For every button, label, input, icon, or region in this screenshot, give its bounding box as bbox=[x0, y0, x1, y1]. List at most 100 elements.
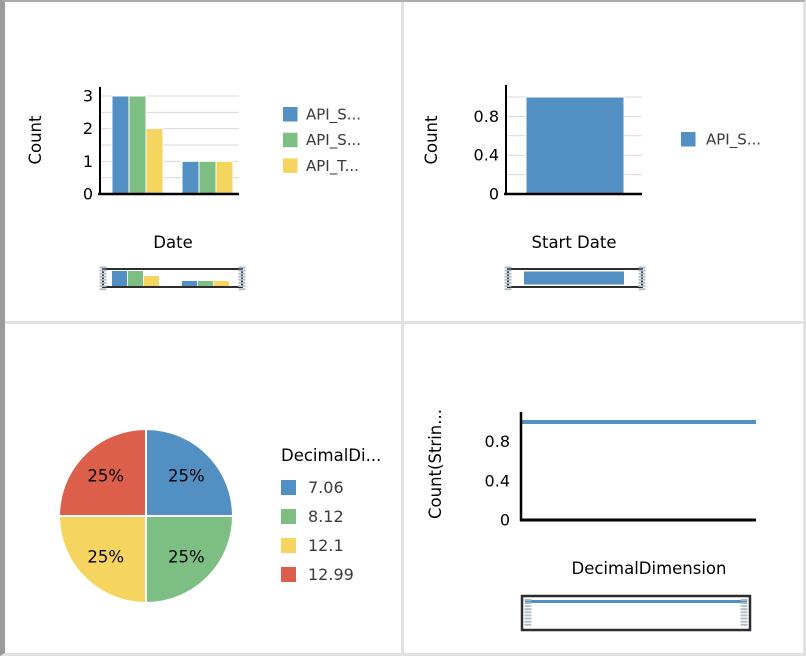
legend-swatch[interactable] bbox=[283, 107, 298, 122]
navigator-handle-right[interactable] bbox=[740, 608, 748, 611]
navigator-handle-left[interactable] bbox=[524, 602, 532, 604]
legend-swatch[interactable] bbox=[281, 509, 296, 524]
navigator-handle-left[interactable] bbox=[504, 285, 512, 287]
legend-swatch[interactable] bbox=[281, 480, 296, 495]
start-date-bar-chart: 0 0.4 0.8 Count Start Date API_S... bbox=[422, 85, 761, 291]
navigator-handle-left[interactable] bbox=[524, 617, 532, 620]
navigator-handle-left[interactable] bbox=[524, 620, 532, 623]
navigator-handle-right[interactable] bbox=[238, 288, 246, 291]
navigator-handle-left[interactable] bbox=[99, 275, 107, 278]
legend-title: DecimalDi... bbox=[281, 446, 381, 465]
legend-swatch[interactable] bbox=[281, 538, 296, 553]
legend-label[interactable]: API_S... bbox=[706, 131, 761, 150]
bar-mark[interactable] bbox=[181, 160, 200, 195]
navigator-handle-right[interactable] bbox=[740, 620, 748, 623]
bar-mark[interactable] bbox=[111, 95, 130, 195]
legend-label[interactable]: API_T... bbox=[306, 157, 359, 176]
navigator-handle-left[interactable] bbox=[504, 269, 512, 272]
navigator-handle-left[interactable] bbox=[524, 605, 532, 608]
navigator-handle-left[interactable] bbox=[99, 266, 107, 269]
bar-mark[interactable] bbox=[198, 160, 217, 195]
legend-label[interactable]: 8.12 bbox=[308, 507, 344, 526]
navigator-handle-right[interactable] bbox=[238, 282, 246, 284]
navigator-handle-right[interactable] bbox=[740, 614, 748, 617]
navigator-handle-right[interactable] bbox=[238, 285, 246, 287]
legend-swatch[interactable] bbox=[681, 132, 696, 147]
navigator-handle-right[interactable] bbox=[740, 599, 748, 601]
panel-decimal-pie-chart: 25% 25% 25% 25% DecimalDi... 7.06 8.12 12.1 12.9… bbox=[5, 324, 401, 653]
navigator-handle-left[interactable] bbox=[524, 623, 532, 626]
pie-slice[interactable] bbox=[145, 515, 235, 605]
navigator-mini-bar[interactable] bbox=[182, 281, 197, 286]
navigator-handle-right[interactable] bbox=[740, 605, 748, 608]
pie-slice-label: 25% bbox=[168, 467, 205, 486]
navigator-handle-left[interactable] bbox=[99, 272, 107, 275]
y-tick-label: 3 bbox=[83, 86, 93, 105]
pie-slice[interactable] bbox=[57, 427, 147, 517]
navigator-handle-left[interactable] bbox=[504, 266, 512, 269]
navigator-mini-bar[interactable] bbox=[214, 281, 229, 286]
navigator-mini-bar[interactable] bbox=[198, 281, 213, 286]
navigator-handle-right[interactable] bbox=[238, 266, 246, 269]
y-axis-title: Count bbox=[26, 115, 45, 165]
navigator-mini-bar[interactable] bbox=[144, 276, 159, 286]
bar-mark[interactable] bbox=[128, 95, 147, 195]
navigator-handle-left[interactable] bbox=[504, 275, 512, 278]
legend-label[interactable]: API_S... bbox=[306, 131, 361, 150]
navigator-handle-right[interactable] bbox=[638, 266, 646, 269]
navigator-handle-left[interactable] bbox=[99, 285, 107, 287]
pie-slice[interactable] bbox=[57, 515, 147, 605]
navigator-handle-right[interactable] bbox=[638, 285, 646, 287]
navigator-handle-left[interactable] bbox=[99, 288, 107, 291]
navigator-handle-right[interactable] bbox=[740, 611, 748, 614]
navigator-handle-right[interactable] bbox=[638, 275, 646, 278]
decimal-line-chart: 0 0.4 0.8 Count(Strin... DecimalDimension bbox=[426, 409, 756, 632]
y-tick-label: 0.4 bbox=[474, 146, 499, 165]
navigator-handle-right[interactable] bbox=[740, 602, 748, 604]
navigator-handle-right[interactable] bbox=[238, 269, 246, 272]
navigator-handle-left[interactable] bbox=[99, 282, 107, 284]
date-bar-chart: 0 1 2 3 Count Date API_S... API_S... API_T... bbox=[26, 86, 361, 291]
bar-mark[interactable] bbox=[145, 128, 164, 195]
bar-mark[interactable] bbox=[525, 96, 625, 195]
navigator-handle-right[interactable] bbox=[638, 288, 646, 291]
pie-slice[interactable] bbox=[145, 427, 235, 517]
navigator-handle-right[interactable] bbox=[238, 275, 246, 278]
navigator-mini-bar[interactable] bbox=[128, 271, 143, 286]
bar-mark[interactable] bbox=[215, 160, 234, 195]
legend-swatch[interactable] bbox=[283, 158, 298, 173]
navigator-selection[interactable] bbox=[524, 271, 624, 285]
legend-label[interactable]: 7.06 bbox=[308, 478, 344, 497]
decimal-pie-chart: 25% 25% 25% 25% DecimalDi... 7.06 8.12 12.1 12.9… bbox=[57, 427, 381, 605]
navigator-handle-left[interactable] bbox=[524, 608, 532, 611]
navigator-handle-right[interactable] bbox=[638, 269, 646, 272]
navigator-handle-left[interactable] bbox=[99, 269, 107, 272]
navigator-handle-right[interactable] bbox=[638, 282, 646, 284]
navigator-handle-right[interactable] bbox=[740, 623, 748, 626]
pie-slice-label: 25% bbox=[87, 467, 124, 486]
navigator-handle-right[interactable] bbox=[238, 278, 246, 281]
pie-slice-label: 25% bbox=[87, 547, 124, 566]
navigator-handle-right[interactable] bbox=[238, 272, 246, 275]
navigator-handle-right[interactable] bbox=[638, 272, 646, 275]
y-tick-label: 0.8 bbox=[485, 432, 510, 451]
navigator-handle-left[interactable] bbox=[524, 614, 532, 617]
navigator-handle-left[interactable] bbox=[504, 272, 512, 275]
navigator-handle-left[interactable] bbox=[504, 282, 512, 284]
legend-swatch[interactable] bbox=[281, 567, 296, 582]
navigator-handle-left[interactable] bbox=[524, 611, 532, 614]
navigator-handle-left[interactable] bbox=[504, 278, 512, 281]
legend-label[interactable]: API_S... bbox=[306, 106, 361, 125]
y-tick-label: 0.4 bbox=[485, 471, 510, 490]
navigator-handle-right[interactable] bbox=[740, 617, 748, 620]
navigator-handle-left[interactable] bbox=[504, 288, 512, 291]
navigator-handle-right[interactable] bbox=[638, 278, 646, 281]
navigator-handle-left[interactable] bbox=[524, 599, 532, 601]
navigator-handle-left[interactable] bbox=[99, 278, 107, 281]
legend-label[interactable]: 12.99 bbox=[308, 565, 354, 584]
legend-label[interactable]: 12.1 bbox=[308, 536, 344, 555]
legend-swatch[interactable] bbox=[283, 132, 298, 148]
navigator-mini-bar[interactable] bbox=[112, 271, 127, 286]
